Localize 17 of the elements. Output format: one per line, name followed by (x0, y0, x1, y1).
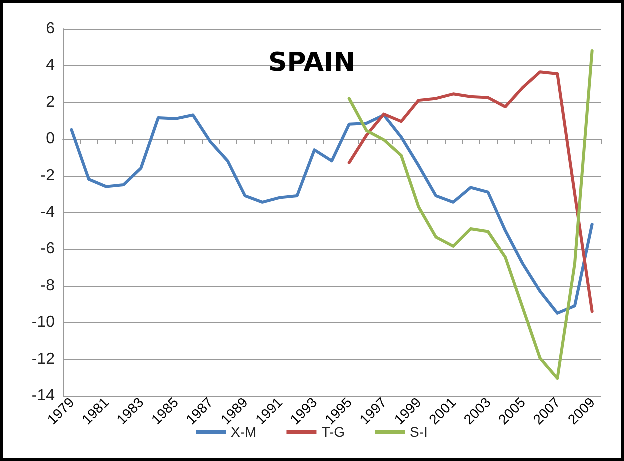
y-tick-label: -14 (32, 388, 56, 404)
legend-label: S-I (410, 424, 428, 440)
line-series (348, 70, 594, 314)
y-tick-label: -10 (32, 314, 56, 332)
y-tick-label: 4 (46, 57, 56, 74)
y-tick-label: 2 (46, 94, 56, 111)
y-tick-label: -4 (40, 204, 56, 221)
text: SPAIN (268, 48, 356, 78)
y-tick-label: 0 (46, 130, 56, 148)
y-tick-label: 6 (46, 20, 56, 38)
y-tick-label: -6 (40, 240, 56, 258)
y-tick-label: -12 (32, 350, 56, 368)
legend-label: T-G (322, 424, 346, 440)
line-series (70, 114, 594, 315)
y-tick-label: -2 (40, 167, 56, 184)
y-tick-label: -8 (40, 277, 56, 294)
legend-label: X-M (231, 424, 257, 440)
